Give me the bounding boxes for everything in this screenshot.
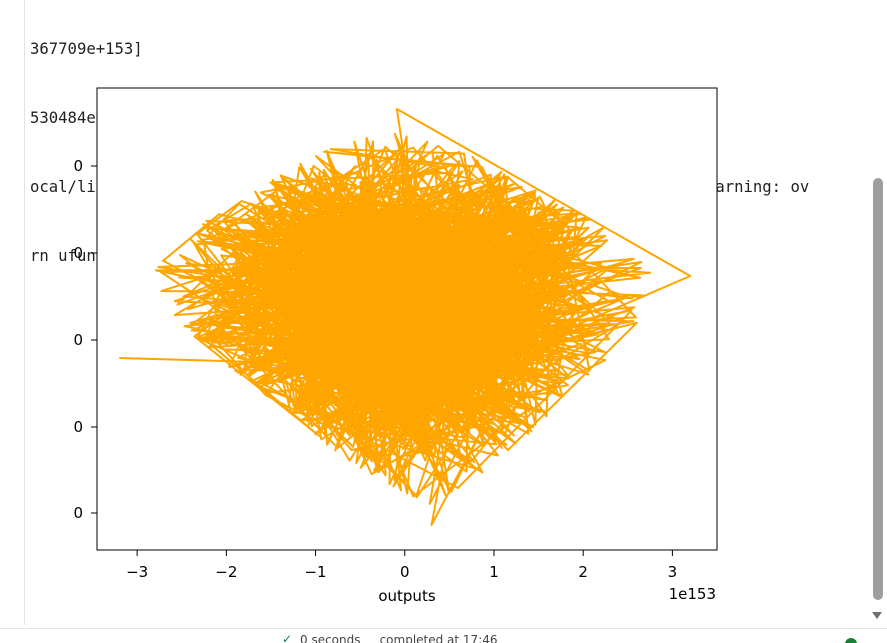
status-indicator-dot [845, 638, 857, 643]
scroll-down-arrow-icon[interactable] [872, 612, 882, 619]
x-tick-label: −3 [126, 563, 148, 581]
x-axis: −3 −2 −1 0 1 2 3 [126, 550, 677, 581]
y-axis: 0 0 0 0 0 [73, 157, 97, 522]
x-tick-label: 1 [489, 563, 499, 581]
x-axis-label: outputs [378, 587, 435, 605]
y-tick-label: 0 [73, 418, 83, 436]
check-icon: ✓ [282, 632, 293, 643]
status-bar: ✓ 0 seconds completed at 17:46 [0, 628, 887, 643]
y-tick-label: 0 [73, 504, 83, 522]
output-line: 367709e+153] [30, 40, 143, 58]
scrollbar-thumb[interactable] [873, 178, 883, 600]
y-tick-label: 0 [73, 244, 83, 262]
x-axis-offset-text: 1e153 [669, 585, 716, 603]
notebook-left-border [24, 0, 25, 625]
x-tick-label: 0 [400, 563, 410, 581]
y-tick-label: 0 [73, 331, 83, 349]
x-tick-label: −2 [215, 563, 237, 581]
plot-line-series [119, 108, 692, 526]
plot-frame [96, 87, 718, 551]
x-tick-label: 2 [578, 563, 588, 581]
status-text: 0 seconds completed at 17:46 [300, 633, 498, 643]
plot-figure: −3 −2 −1 0 1 2 3 0 0 0 0 0 outputs 1e153 [73, 87, 718, 605]
y-tick-label: 0 [73, 157, 83, 175]
series-line [119, 108, 692, 526]
x-tick-label: −1 [304, 563, 326, 581]
x-tick-label: 3 [668, 563, 678, 581]
